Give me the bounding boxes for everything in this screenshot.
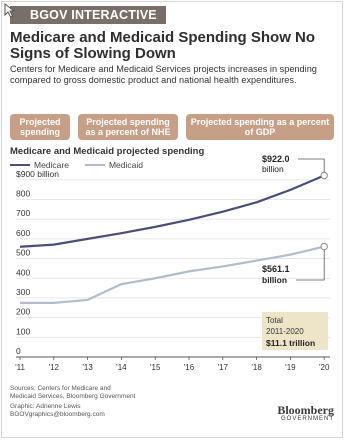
page-title: Medicare and Medicaid Spending Show No S… xyxy=(10,29,316,62)
x-tick-label: '16 xyxy=(184,363,195,372)
tab-percent-of-gdp[interactable]: Projected spending as a percent of GDP xyxy=(186,114,334,140)
y-tick-label: 700 xyxy=(16,208,30,218)
x-tick-label: '17 xyxy=(218,363,229,372)
medicare-end-value: $922.0 xyxy=(262,154,290,164)
total-box xyxy=(262,312,328,350)
legend-item-medicaid: Medicaid xyxy=(84,160,143,170)
end-point-medicaid xyxy=(320,242,328,251)
y-tick-label: 500 xyxy=(16,248,30,258)
medicare-end-unit: billion xyxy=(262,164,284,174)
medicaid-leader-line xyxy=(296,249,325,281)
y-tick-label: 300 xyxy=(16,287,30,297)
tab-label: Projected spending as a percent of GDP xyxy=(190,117,330,137)
legend-swatch-medicaid xyxy=(84,164,105,166)
tab-percent-of-nhe[interactable]: Projected spending as a percent of NHE xyxy=(78,114,178,140)
end-point-medicare xyxy=(320,171,328,180)
total-value: $11.1 trillion xyxy=(266,338,315,348)
x-tick-label: '19 xyxy=(285,363,296,372)
y-tick-label: $900 billion xyxy=(16,169,59,179)
x-tick-label: '13 xyxy=(82,363,93,372)
bgov-interactive-badge: BGOV INTERACTIVE xyxy=(10,6,166,24)
tab-label: Projected spending as a percent of NHE xyxy=(85,117,171,137)
x-tick-label: '12 xyxy=(49,363,60,372)
x-tick-label: '20 xyxy=(319,363,330,372)
legend-label-medicare: Medicare xyxy=(34,160,69,170)
y-tick-label: 0 xyxy=(16,346,21,356)
x-tick-label: '14 xyxy=(116,363,127,372)
medicaid-end-value: $561.1 xyxy=(262,264,290,274)
legend-swatch-medicare xyxy=(10,164,30,166)
sources-line-2: Medicaid Services, Bloomberg Government xyxy=(10,393,136,400)
logo-line-1: Bloomberg xyxy=(277,403,334,417)
contact-email: BGOVgraphics@bloomberg.com xyxy=(10,411,105,418)
chart-legend: Medicare Medicaid xyxy=(10,159,159,171)
chart-title: Medicare and Medicaid projected spending xyxy=(10,146,205,157)
logo-line-2: GOVERNMENT xyxy=(280,416,334,422)
y-tick-label: 200 xyxy=(16,307,30,317)
legend-item-medicare: Medicare xyxy=(10,160,69,170)
y-tick-label: 100 xyxy=(16,326,30,336)
medicaid-end-unit: billion xyxy=(262,275,287,285)
x-tick-label: '11 xyxy=(15,363,25,372)
x-tick-label: '18 xyxy=(251,363,262,372)
badge-label: BGOV INTERACTIVE xyxy=(30,8,157,22)
total-period: 2011-2020 xyxy=(266,327,304,336)
y-tick-label: 600 xyxy=(16,228,30,238)
tab-projected-spending[interactable]: Projected spending xyxy=(10,114,70,140)
chart-sources: Sources: Centers for Medicare and Medica… xyxy=(10,385,230,419)
cursor-icon xyxy=(4,3,16,18)
series-line-medicare xyxy=(19,174,325,248)
medicare-leader-line xyxy=(298,158,325,173)
x-tick-label: '15 xyxy=(150,363,161,372)
legend-label-medicaid: Medicaid xyxy=(108,160,143,170)
series-line-medicaid xyxy=(20,245,325,304)
graphic-credit: Graphic: Adrienne Lewis xyxy=(10,403,81,410)
sources-line-1: Sources: Centers for Medicare and xyxy=(10,385,111,392)
y-tick-label: 400 xyxy=(16,267,30,277)
bloomberg-government-logo: Bloomberg GOVERNMENT xyxy=(277,404,334,423)
tab-label: Projected spending xyxy=(19,117,61,137)
total-label: Total xyxy=(266,316,283,325)
page-subtitle: Centers for Medicare and Medicaid Servic… xyxy=(10,64,317,85)
y-tick-label: 800 xyxy=(16,189,30,199)
